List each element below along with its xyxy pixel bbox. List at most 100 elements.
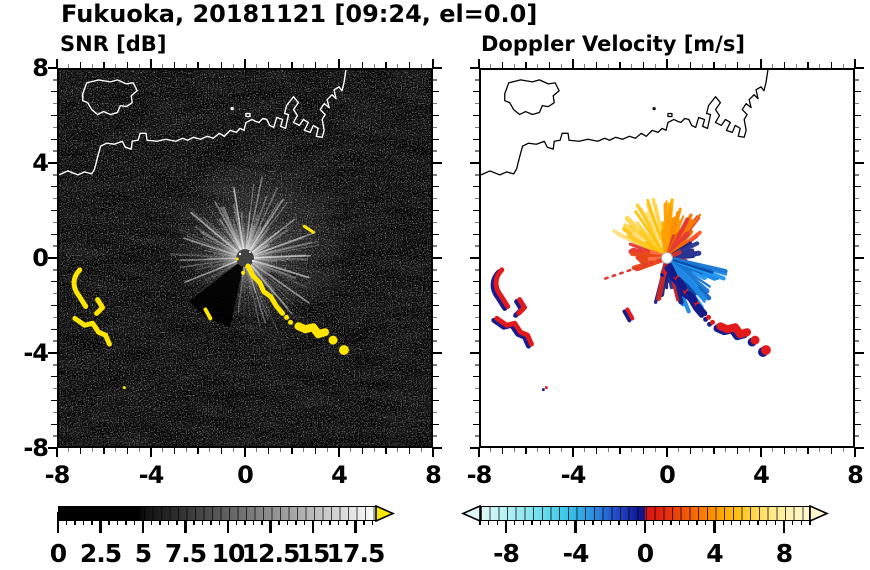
tick-mark — [149, 448, 153, 457]
ray — [204, 259, 242, 282]
tick-mark — [433, 138, 439, 140]
figure-title: Fukuoka, 20181121 [09:24, el=0.0] — [61, 0, 538, 28]
tick-mark — [736, 448, 739, 454]
tick-mark — [855, 281, 861, 283]
ray — [247, 228, 269, 255]
tick-mark — [853, 59, 857, 68]
tick-mark — [855, 292, 859, 295]
ray — [248, 254, 306, 259]
snr-plot — [59, 70, 431, 446]
tick-mark — [433, 66, 442, 70]
ray — [169, 253, 242, 259]
tick-mark — [855, 79, 859, 81]
vel-x-tick-label: 4 — [753, 461, 770, 489]
tick-mark — [138, 448, 140, 452]
vel-cb-label: 8 — [775, 539, 793, 568]
tick-mark — [291, 448, 293, 454]
tick-mark — [548, 448, 551, 454]
velocity-panel — [479, 68, 855, 448]
tick-mark — [267, 448, 270, 454]
tick-mark — [525, 448, 527, 454]
tick-mark — [855, 256, 864, 260]
ray — [248, 240, 319, 258]
ray — [246, 226, 262, 255]
snr-x-tick-label: -4 — [138, 461, 165, 489]
tick-mark — [855, 114, 861, 117]
tick-mark — [279, 448, 281, 452]
tick-mark — [855, 66, 864, 70]
ray — [184, 257, 246, 284]
ray — [214, 200, 246, 259]
ray — [248, 257, 309, 261]
tick-mark — [433, 281, 439, 283]
ray — [669, 250, 682, 259]
ray — [199, 257, 242, 263]
tick-mark — [855, 304, 861, 307]
tick-mark — [433, 328, 439, 330]
tick-mark — [433, 256, 442, 260]
tick-mark — [855, 351, 864, 355]
ray — [206, 204, 243, 255]
ray — [245, 195, 268, 255]
high-snr-echoes — [71, 224, 349, 390]
ray — [244, 176, 263, 259]
ray — [244, 257, 310, 279]
ray — [600, 258, 662, 282]
ray — [247, 234, 267, 255]
tick-mark — [537, 448, 539, 452]
tick-mark — [619, 448, 621, 454]
snr-y-tick-label: 0 — [32, 244, 49, 272]
ray — [245, 262, 261, 327]
ray — [245, 225, 255, 255]
tick-mark — [748, 448, 750, 452]
tick-mark — [855, 161, 864, 165]
tick-mark — [855, 186, 861, 188]
ray — [249, 238, 303, 257]
ray — [194, 259, 241, 281]
ray — [249, 257, 288, 262]
snr-cb-label: 15 — [296, 539, 331, 568]
ray — [245, 183, 255, 254]
tick-mark — [513, 448, 515, 452]
ray — [222, 206, 245, 255]
tick-mark — [126, 448, 129, 454]
ray — [667, 259, 687, 281]
tick-mark — [855, 126, 859, 129]
tick-mark — [584, 448, 586, 452]
tick-mark — [490, 448, 492, 452]
tick-mark — [701, 448, 703, 452]
snr-y-tick-label: -4 — [23, 339, 49, 367]
tick-mark — [595, 448, 598, 454]
tick-mark — [855, 446, 864, 450]
tick-mark — [209, 448, 211, 452]
tick-mark — [470, 351, 479, 355]
ray — [178, 228, 242, 257]
tick-mark — [433, 197, 437, 200]
ray — [242, 262, 246, 294]
tick-mark — [433, 79, 437, 81]
tick-mark — [162, 448, 164, 452]
ray — [244, 262, 252, 331]
ray — [247, 261, 276, 291]
ray — [216, 221, 243, 255]
tick-mark — [433, 435, 437, 437]
tick-mark — [678, 448, 680, 452]
tick-mark — [433, 376, 439, 378]
ray — [208, 248, 241, 258]
tick-mark — [842, 448, 844, 452]
ray — [247, 202, 288, 255]
velocity-plot — [481, 70, 771, 392]
tick-mark — [433, 150, 437, 152]
tick-mark — [220, 448, 223, 454]
snr-cb-label: 5 — [134, 539, 152, 568]
tick-mark — [433, 364, 437, 366]
tick-mark — [433, 399, 439, 402]
tick-mark — [772, 448, 774, 452]
tick-mark — [855, 423, 861, 425]
velocity-colorbar-over-arrow — [809, 505, 829, 522]
tick-mark — [855, 316, 859, 319]
tick-mark — [855, 174, 859, 176]
ray — [210, 258, 242, 269]
ray — [247, 260, 289, 310]
ray — [246, 202, 279, 255]
